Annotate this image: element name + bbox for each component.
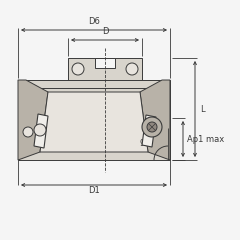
Circle shape [147,122,157,132]
Text: D1: D1 [88,186,100,195]
Circle shape [72,63,84,75]
Bar [18,80,170,160]
Circle shape [23,127,33,137]
Bar [26,80,162,88]
Bar [68,58,142,80]
Text: D: D [102,27,108,36]
Bar [95,58,115,68]
Circle shape [142,117,162,137]
Polygon shape [142,115,156,147]
Circle shape [126,63,138,75]
Text: L: L [200,104,205,114]
Circle shape [34,124,46,136]
Polygon shape [18,80,48,160]
Polygon shape [34,114,48,148]
Text: 90°: 90° [139,139,153,149]
Text: Ap1 max: Ap1 max [187,134,224,144]
Polygon shape [40,92,148,152]
Polygon shape [140,80,170,160]
Text: D6: D6 [88,17,100,26]
